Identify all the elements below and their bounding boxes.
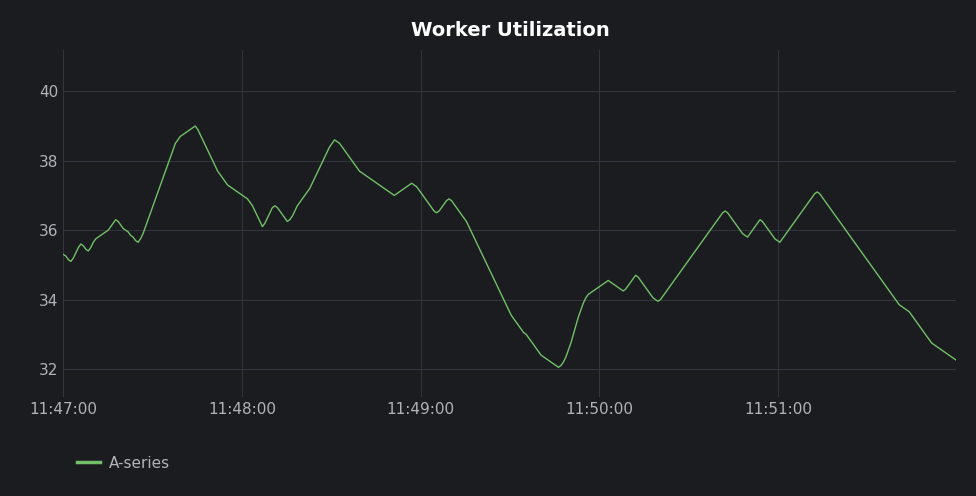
Title: Worker Utilization: Worker Utilization [411, 21, 609, 40]
Legend: A-series: A-series [71, 449, 177, 477]
